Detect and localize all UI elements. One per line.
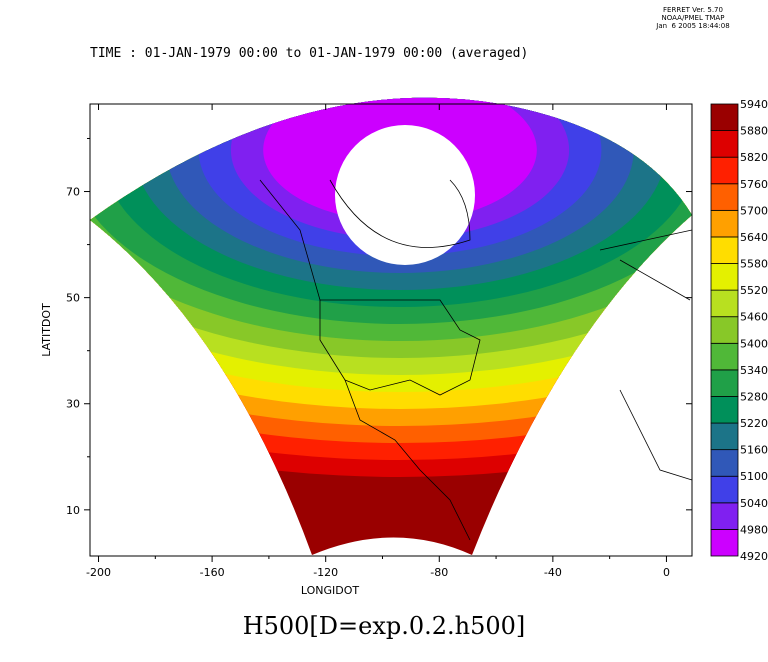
colorbar-swatch [710, 103, 739, 131]
colorbar-label: 5220 [740, 417, 768, 430]
colorbar-label: 5580 [740, 258, 768, 271]
colorbar-swatch [710, 396, 739, 424]
colorbar-label: 5340 [740, 364, 768, 377]
coastlines [259, 179, 693, 541]
colorbar-swatch [710, 183, 739, 211]
colorbar-swatch [710, 475, 739, 504]
colorbar-swatch [710, 449, 739, 477]
x-tick-label: -200 [86, 566, 111, 579]
colorbar-label: 5160 [740, 444, 768, 457]
colorbar-swatch [710, 316, 739, 344]
time-label: TIME : 01-JAN-1979 00:00 to 01-JAN-1979 … [90, 46, 529, 61]
x-tick-label: -80 [430, 566, 448, 579]
header-line: FERRET Ver. 5.70 [663, 6, 723, 14]
colorbar-swatch [710, 263, 739, 291]
x-axis-label: LONGIDOT [301, 584, 360, 597]
contour-fills [90, 97, 692, 555]
colorbar-label: 5280 [740, 390, 768, 403]
colorbar-label: 5700 [740, 204, 768, 217]
colorbar-label: 5520 [740, 284, 768, 297]
colorbar-swatch [710, 369, 739, 397]
colorbar-label: 4920 [740, 550, 768, 563]
colorbar-swatch [710, 502, 739, 530]
y-axis-label: LATITDOT [40, 303, 53, 357]
colorbar-label: 5820 [740, 151, 768, 164]
y-tick-label: 70 [66, 186, 80, 199]
x-tick-label: -160 [200, 566, 225, 579]
chart-title: H500[D=exp.0.2.h500] [242, 612, 526, 640]
colorbar: 4920 4980 5040 5100 5160 5220 5280 5340 5400 5460… [710, 98, 768, 563]
colorbar-label: 5640 [740, 231, 768, 244]
header-line: Jan 6 2005 18:44:08 [656, 22, 730, 30]
colorbar-label: 5880 [740, 125, 768, 138]
y-tick-label: 30 [66, 398, 80, 411]
colorbar-label: 5760 [740, 178, 768, 191]
colorbar-label: 5040 [740, 497, 768, 510]
colorbar-swatch [710, 156, 739, 185]
missing-data-region [335, 125, 475, 265]
colorbar-swatch [710, 236, 739, 264]
x-tick-label: -120 [313, 566, 338, 579]
header-line: NOAA/PMEL TMAP [661, 14, 725, 22]
colorbar-swatch [710, 529, 739, 557]
ferret-version-header: FERRET Ver. 5.70 NOAA/PMEL TMAP Jan 6 20… [618, 6, 768, 30]
axes: -200 -160 -120 -80 -40 0 10 30 50 70 [66, 104, 692, 579]
x-tick-label: 0 [663, 566, 670, 579]
colorbar-label: 5940 [740, 98, 768, 111]
colorbar-label: 5100 [740, 470, 768, 483]
y-tick-label: 10 [66, 504, 80, 517]
colorbar-label: 4980 [740, 523, 768, 536]
colorbar-swatch [710, 209, 739, 238]
plot-frame [89, 103, 693, 557]
colorbar-label: 5460 [740, 311, 768, 324]
colorbar-swatch [710, 422, 739, 451]
y-tick-label: 50 [66, 292, 80, 305]
colorbar-swatch [710, 130, 739, 158]
colorbar-label: 5400 [740, 337, 768, 350]
colorbar-swatch [710, 289, 739, 318]
colorbar-swatch [710, 342, 739, 371]
x-tick-label: -40 [544, 566, 562, 579]
